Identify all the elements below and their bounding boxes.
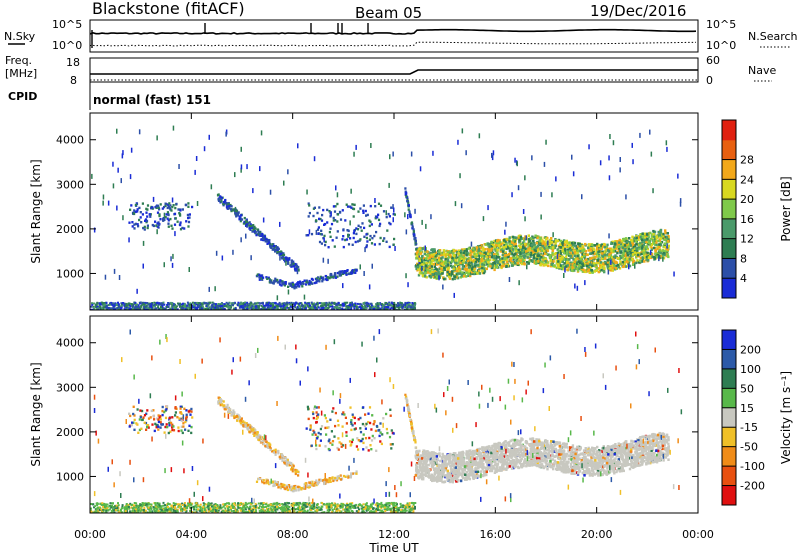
colorbar-tick-label: 16 (740, 213, 754, 226)
colorbar-tick-label: -15 (740, 421, 758, 434)
top-traces (89, 23, 698, 81)
nsky-tick-low: 10^0 (52, 39, 82, 52)
velocity-cells (90, 328, 683, 513)
colorbar-swatch (722, 199, 736, 220)
x-tick-label: 16:00 (479, 528, 511, 541)
colorbar-swatch (722, 349, 736, 370)
colorbar-tick-label: 28 (740, 154, 754, 167)
y-tick-label: 4000 (56, 337, 84, 350)
colorbar-swatch (722, 120, 736, 141)
colorbar-tick-label: -50 (740, 441, 758, 454)
nsearch-tick-high: 10^5 (706, 18, 736, 31)
colorbar-swatch (722, 139, 736, 161)
colorbar-tick-label: -100 (740, 460, 765, 473)
y-tick-label: 3000 (56, 178, 84, 191)
colorbar-swatch (722, 388, 736, 409)
colorbar-power: 4 8 12 16 20 24 28 Power [dB] (721, 119, 793, 299)
nave-tick-high: 60 (706, 54, 720, 67)
colorbar-swatch (722, 278, 736, 299)
colorbar-swatch (722, 466, 736, 487)
colorbar-swatch (722, 330, 736, 350)
colorbar-swatch (722, 258, 736, 279)
y-tick-label: 2000 (56, 223, 84, 236)
colorbar-tick-label: 200 (740, 343, 761, 356)
colorbar-swatch (722, 238, 736, 259)
freq-label: Freq. (5, 54, 32, 67)
x-tick-label: 12:00 (378, 528, 410, 541)
colorbar-tick-label: 50 (740, 382, 754, 395)
heatmap-panels: 1000 2000 3000 4000 Slant Range [km] 4 8 12 16 20… (29, 112, 793, 541)
freq-unit-label: [MHz] (5, 67, 37, 80)
colorbar-frame (721, 329, 737, 506)
nsearch-label: N.Search (748, 30, 798, 43)
colorbar-swatch (722, 427, 736, 448)
colorbar-tick-label: 20 (740, 193, 754, 206)
x-axis-label: Time UT (368, 541, 419, 554)
colorbar-swatch (722, 159, 736, 180)
colorbar-swatch (722, 179, 736, 200)
x-tick-label: 00:00 (682, 528, 714, 541)
x-tick-label: 08:00 (277, 528, 309, 541)
y-axis-label: Slant Range [km] (29, 159, 43, 263)
cpid-text: normal (fast) 151 (93, 93, 211, 107)
cpid-label: CPID (8, 90, 37, 103)
nsearch-tick-low: 10^0 (706, 39, 736, 52)
y-tick-label: 3000 (56, 381, 84, 394)
colorbar-label: Velocity [m s⁻¹] (779, 371, 793, 464)
x-tick-label: 04:00 (175, 528, 207, 541)
colorbar-tick-label: 15 (740, 402, 754, 415)
nsky-tick-high: 10^5 (52, 18, 82, 31)
colorbar-swatch (722, 407, 736, 428)
colorbar-tick-label: 100 (740, 363, 761, 376)
nsky-label: N.Sky (4, 30, 36, 43)
colorbar-label: Power [dB] (779, 176, 793, 241)
nave-tick-low: 0 (706, 74, 713, 87)
colorbar-velocity: 200 100 50 15 -15 -50 -100 -200 Velocity [m s⁻¹] (721, 329, 793, 506)
nsearch-trace (89, 41, 697, 47)
colorbar-tick-label: 24 (740, 173, 754, 186)
beam-title: Beam 05 (355, 4, 422, 22)
station-title: Blackstone (fitACF) (92, 0, 245, 18)
power-cells (90, 125, 682, 310)
y-tick-label: 1000 (56, 470, 84, 483)
colorbar-tick-label: 8 (740, 252, 747, 265)
nsky-panel (89, 19, 699, 53)
colorbar-swatch (722, 485, 736, 506)
y-axis-label: Slant Range [km] (29, 362, 43, 466)
freq-tick-high: 18 (66, 56, 80, 69)
colorbar-swatch (722, 446, 736, 467)
x-tick-label: 20:00 (581, 528, 613, 541)
x-tick-label: 00:00 (74, 528, 106, 541)
y-tick-label: 2000 (56, 426, 84, 439)
colorbar-tick-label: 12 (740, 233, 754, 246)
colorbar-frame (721, 119, 737, 299)
colorbar-tick-label: 4 (740, 272, 747, 285)
colorbar-tick-label: -200 (740, 480, 765, 493)
colorbar-swatch (722, 368, 736, 389)
freq-tick-low: 8 (70, 74, 77, 87)
y-tick-label: 1000 (56, 267, 84, 280)
panel-power: 1000 2000 3000 4000 Slant Range [km] 4 8 12 16 20… (29, 112, 793, 311)
freq-trace (90, 69, 698, 75)
date-title: 19/Dec/2016 (590, 2, 686, 20)
nsky-trace (89, 28, 697, 35)
y-tick-label: 4000 (56, 134, 84, 147)
colorbar-swatch (722, 218, 736, 240)
panel-velocity: 1000 2000 3000 4000 00:00 04:00 08:00 12:00 16:0… (29, 315, 793, 541)
nave-label: Nave (748, 64, 776, 77)
